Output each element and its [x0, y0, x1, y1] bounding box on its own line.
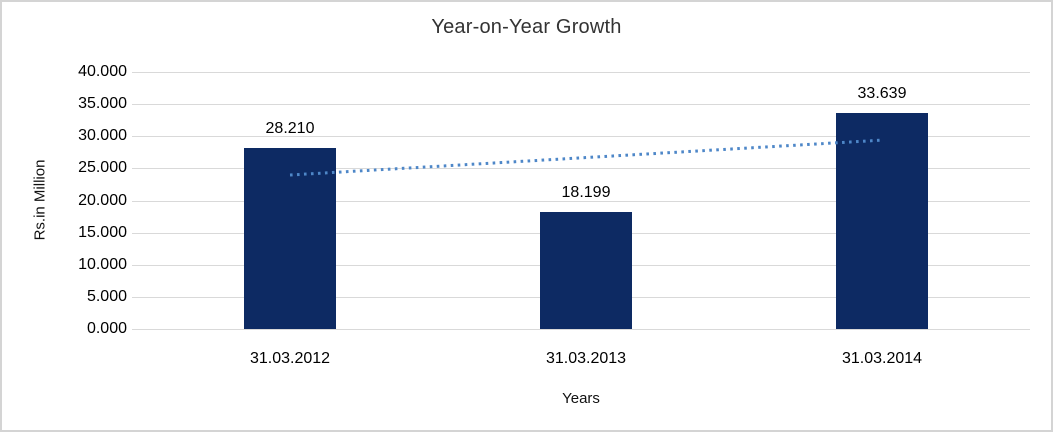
bar-31.03.2013 [540, 212, 632, 329]
y-tick-label: 35.000 [78, 95, 127, 113]
data-label: 33.639 [857, 84, 907, 102]
y-tick-label: 5.000 [86, 287, 127, 305]
data-label: 18.199 [561, 184, 611, 202]
gridline [132, 104, 1030, 106]
chart-title: Year-on-Year Growth [431, 16, 622, 38]
x-tick-label: 31.03.2014 [841, 350, 923, 367]
y-tick-label: 0.000 [86, 320, 127, 337]
gridline [132, 136, 1030, 138]
data-label: 28.210 [265, 119, 315, 137]
x-tick-label: 31.03.2013 [545, 350, 627, 367]
y-tick-label: 25.000 [78, 159, 127, 177]
gridline [132, 168, 1030, 170]
y-tick-label: 40.000 [78, 63, 127, 80]
y-tick-label: 20.000 [78, 191, 127, 209]
x-tick-label: 31.03.2012 [249, 350, 331, 367]
gridline [132, 200, 1030, 202]
x-axis-title: Years [562, 390, 600, 407]
trendline [289, 138, 883, 177]
bar-31.03.2014 [836, 112, 928, 329]
y-tick-label: 30.000 [78, 127, 127, 145]
gridline [132, 72, 1030, 73]
y-tick-label: 15.000 [78, 223, 127, 241]
plot-area: 28.210 18.199 33.639 [132, 72, 1030, 330]
y-tick-label: 10.000 [78, 255, 127, 273]
gridline [132, 329, 1030, 330]
bar-31.03.2012 [244, 147, 336, 329]
